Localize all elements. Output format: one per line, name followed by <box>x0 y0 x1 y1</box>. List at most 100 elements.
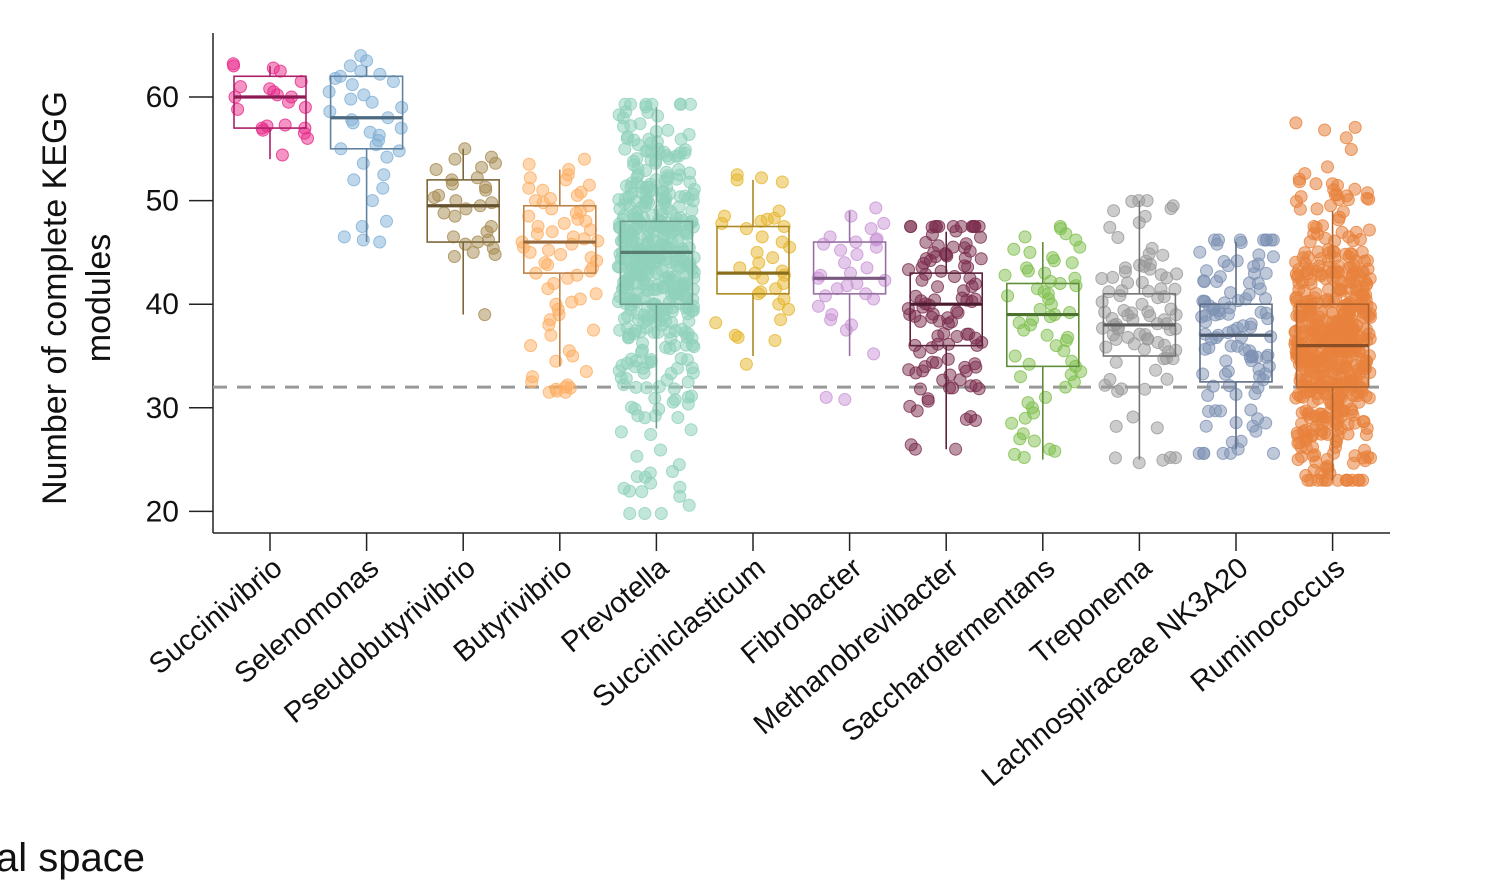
data-point <box>635 345 648 359</box>
data-point <box>466 245 480 259</box>
data-point <box>1160 372 1174 386</box>
data-point <box>620 179 633 193</box>
y-tick-label: 50 <box>146 185 179 218</box>
data-point <box>673 489 687 503</box>
data-point <box>949 442 963 456</box>
data-point <box>674 352 688 365</box>
data-point <box>684 97 697 111</box>
data-point <box>817 237 830 251</box>
data-point <box>523 245 537 259</box>
data-point <box>618 312 631 326</box>
data-point <box>624 302 638 316</box>
data-point <box>522 209 536 223</box>
data-point <box>522 157 536 171</box>
data-point <box>654 443 667 457</box>
data-point <box>635 186 649 200</box>
data-point <box>666 273 680 287</box>
data-point <box>618 97 632 111</box>
data-point <box>869 201 883 215</box>
data-point <box>559 173 573 187</box>
data-point <box>437 206 451 220</box>
data-point <box>625 227 639 241</box>
data-point <box>969 414 982 427</box>
data-point <box>1063 306 1077 319</box>
data-point <box>544 328 558 342</box>
data-point <box>1005 416 1019 430</box>
data-point <box>731 330 745 344</box>
data-point <box>1199 419 1213 433</box>
data-point <box>768 334 782 347</box>
data-point <box>356 156 370 170</box>
box-iqr <box>522 204 597 274</box>
data-point <box>1334 387 1348 401</box>
data-point <box>657 228 671 242</box>
data-point <box>1149 363 1163 377</box>
points <box>427 142 502 322</box>
series-group <box>1288 116 1377 487</box>
series-group <box>901 220 989 456</box>
data-point <box>1039 390 1052 404</box>
data-point <box>470 171 484 185</box>
data-point <box>1073 240 1087 254</box>
data-point <box>661 123 675 137</box>
data-point <box>974 230 987 244</box>
data-point <box>566 349 580 363</box>
data-point <box>1318 313 1332 327</box>
y-tick-label: 30 <box>146 392 179 425</box>
data-point <box>1018 411 1032 425</box>
data-point <box>478 308 492 322</box>
data-point <box>838 256 852 270</box>
data-point <box>1022 357 1036 371</box>
data-point <box>1253 370 1267 383</box>
data-point <box>1221 326 1235 340</box>
data-point <box>1125 194 1139 208</box>
y-tick-label: 40 <box>146 288 179 321</box>
data-point <box>1099 340 1113 354</box>
data-point <box>1059 380 1072 394</box>
data-point <box>323 105 337 118</box>
data-point <box>427 191 441 204</box>
data-point <box>775 175 789 189</box>
data-point <box>273 64 287 78</box>
data-point <box>1199 315 1212 329</box>
data-point <box>1244 320 1258 334</box>
data-point <box>931 280 944 294</box>
data-point <box>1193 245 1207 259</box>
data-point <box>322 85 336 99</box>
data-point <box>915 273 929 287</box>
data-point <box>328 71 342 85</box>
y-axis: 20 30 40 50 60 <box>146 33 214 533</box>
data-point <box>1348 120 1362 134</box>
data-point <box>583 264 597 278</box>
data-point <box>587 323 600 337</box>
data-point <box>525 375 539 389</box>
series-group <box>811 201 892 406</box>
data-point <box>903 399 917 413</box>
data-point <box>818 289 832 303</box>
data-point <box>1170 267 1184 281</box>
data-point <box>641 313 655 327</box>
data-point <box>1362 223 1376 237</box>
data-point <box>766 251 780 265</box>
data-point <box>860 261 874 275</box>
data-point <box>1164 202 1178 215</box>
data-point <box>644 136 658 150</box>
data-point <box>627 133 641 147</box>
data-point <box>623 507 637 520</box>
data-point <box>941 352 955 366</box>
data-point <box>1169 451 1182 465</box>
data-point <box>365 95 379 109</box>
data-point <box>646 233 660 247</box>
data-point <box>1014 370 1027 384</box>
data-point <box>1157 352 1171 366</box>
data-point <box>1290 290 1304 304</box>
data-point <box>570 188 584 202</box>
data-point <box>619 371 633 385</box>
data-point <box>637 277 651 291</box>
data-point <box>445 177 459 191</box>
data-point <box>1289 116 1303 130</box>
data-point <box>1347 258 1361 272</box>
data-point <box>377 168 391 182</box>
series-group <box>322 49 409 249</box>
data-point <box>769 282 783 296</box>
